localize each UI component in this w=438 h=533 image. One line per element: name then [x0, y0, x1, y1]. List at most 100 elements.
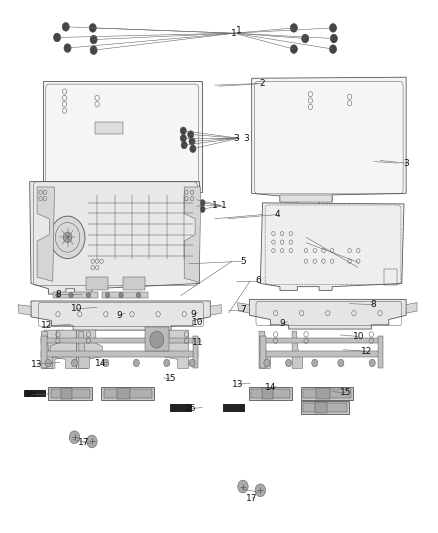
Bar	[260, 336, 265, 368]
Circle shape	[302, 34, 309, 43]
Text: 4: 4	[275, 210, 281, 219]
Circle shape	[330, 34, 337, 43]
Circle shape	[194, 203, 199, 209]
Bar	[102, 292, 148, 298]
Circle shape	[329, 23, 336, 32]
Bar	[74, 191, 138, 199]
Circle shape	[190, 145, 196, 152]
Polygon shape	[42, 331, 53, 368]
Text: 3: 3	[403, 159, 409, 167]
Circle shape	[238, 480, 248, 493]
Polygon shape	[237, 303, 250, 313]
Polygon shape	[260, 203, 404, 290]
Text: 10: 10	[71, 304, 82, 313]
Circle shape	[63, 232, 72, 243]
Bar	[249, 387, 292, 400]
Text: 17: 17	[246, 494, 258, 503]
Polygon shape	[406, 303, 417, 313]
Polygon shape	[184, 187, 201, 282]
Circle shape	[189, 138, 195, 145]
Circle shape	[312, 359, 318, 367]
Bar	[223, 404, 244, 411]
Bar	[317, 388, 329, 399]
Text: 13: 13	[32, 360, 43, 368]
Text: 1: 1	[231, 29, 237, 38]
Polygon shape	[30, 182, 199, 294]
Text: 14: 14	[265, 383, 276, 392]
Circle shape	[87, 435, 97, 448]
Text: 2: 2	[260, 79, 265, 88]
Bar	[53, 292, 99, 298]
Circle shape	[200, 206, 205, 213]
Circle shape	[150, 331, 164, 348]
Polygon shape	[210, 305, 221, 316]
Text: 1: 1	[220, 201, 226, 210]
Circle shape	[187, 131, 194, 138]
Bar	[260, 337, 382, 343]
Text: 7: 7	[240, 305, 246, 314]
Polygon shape	[252, 77, 406, 207]
Circle shape	[136, 293, 141, 298]
Circle shape	[189, 359, 195, 367]
Circle shape	[290, 23, 297, 32]
Polygon shape	[31, 301, 210, 330]
Bar	[301, 401, 349, 414]
Text: 17: 17	[78, 438, 89, 447]
Polygon shape	[43, 81, 201, 204]
Bar	[123, 277, 145, 290]
Bar	[260, 351, 382, 357]
Polygon shape	[50, 330, 76, 368]
Text: 1: 1	[236, 26, 241, 35]
Text: 9: 9	[190, 310, 196, 319]
Circle shape	[255, 484, 265, 497]
Bar	[61, 388, 72, 399]
Polygon shape	[250, 300, 406, 329]
Polygon shape	[18, 305, 31, 316]
Bar	[104, 389, 152, 398]
Text: 6: 6	[255, 276, 261, 285]
Circle shape	[181, 141, 187, 149]
Bar	[42, 337, 198, 343]
Circle shape	[64, 44, 71, 52]
Circle shape	[338, 359, 344, 367]
Polygon shape	[292, 331, 303, 368]
Circle shape	[180, 127, 186, 134]
Polygon shape	[79, 331, 89, 368]
Circle shape	[56, 293, 60, 298]
Circle shape	[286, 359, 292, 367]
Text: 8: 8	[371, 300, 376, 309]
Text: 3: 3	[233, 134, 239, 143]
Bar	[50, 389, 90, 398]
Circle shape	[264, 359, 270, 367]
Circle shape	[103, 359, 109, 367]
Bar	[24, 390, 45, 397]
Bar	[384, 269, 396, 285]
Bar	[102, 387, 154, 400]
Circle shape	[71, 359, 78, 367]
Text: 12: 12	[42, 321, 53, 330]
Circle shape	[62, 22, 69, 31]
Bar	[303, 389, 351, 398]
Circle shape	[200, 200, 205, 206]
Circle shape	[69, 431, 80, 443]
Bar	[117, 388, 130, 399]
Text: 13: 13	[232, 379, 244, 389]
Circle shape	[164, 359, 170, 367]
Circle shape	[90, 35, 97, 44]
Polygon shape	[162, 330, 188, 368]
Polygon shape	[37, 187, 54, 281]
Bar	[42, 336, 47, 368]
Text: 11: 11	[192, 338, 204, 347]
Text: 14: 14	[95, 359, 106, 367]
Circle shape	[329, 45, 336, 53]
Bar	[95, 122, 123, 134]
Text: 12: 12	[361, 347, 373, 356]
Bar	[378, 336, 383, 368]
Bar	[145, 327, 169, 351]
Bar	[280, 195, 332, 202]
Bar	[170, 404, 191, 411]
Circle shape	[86, 293, 91, 298]
Text: 3: 3	[243, 134, 249, 143]
Circle shape	[90, 46, 97, 54]
Bar	[48, 387, 92, 400]
